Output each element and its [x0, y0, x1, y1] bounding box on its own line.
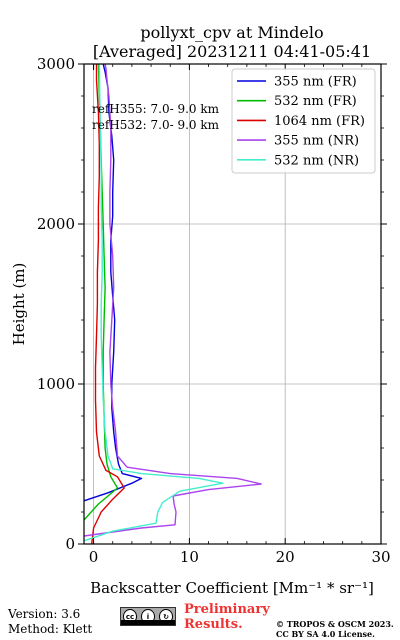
copyright-line-1: © TROPOS & OSCM 2023. [276, 619, 394, 629]
y-tick-label: 3000 [37, 55, 75, 73]
legend-label: 355 nm (FR) [274, 75, 357, 90]
backscatter-profile-chart: 0 10 20 30 0 1000 2000 3000 pollyxt_cpv at Minde… [10, 23, 391, 597]
reference-height-annotation: refH355: 7.0- 9.0 km [92, 102, 220, 116]
chart-title-line-1: pollyxt_cpv at Mindelo [140, 23, 323, 42]
cc-label-strip [121, 620, 175, 625]
legend-label: 532 nm (NR) [274, 153, 359, 168]
version-text: Version: 3.6 [8, 607, 81, 621]
series-line-3 [83, 63, 262, 537]
preliminary-line-1: Preliminary [184, 602, 270, 617]
x-tick-label: 0 [89, 548, 99, 566]
axes-frame [83, 63, 382, 545]
series-line-2 [91, 64, 125, 545]
chart-title-line-2: [Averaged] 20231211 04:41-05:41 [93, 42, 371, 61]
legend-box [231, 68, 376, 174]
y-tick-label: 2000 [37, 215, 75, 233]
footer-info: Version: 3.6 Method: Klett [8, 607, 92, 637]
legend-label: 532 nm (FR) [274, 94, 357, 109]
preliminary-line-2: Results. [184, 617, 243, 632]
copyright-line-2: CC BY SA 4.0 License. [276, 629, 375, 639]
method-text: Method: Klett [8, 622, 93, 636]
x-tick-label: 10 [180, 548, 199, 566]
legend-label: 1064 nm (FR) [274, 114, 365, 129]
preliminary-notice: Preliminary Results. [184, 602, 270, 632]
x-tick-label: 20 [276, 548, 295, 566]
series-line-4 [83, 63, 224, 542]
y-tick-label: 1000 [37, 375, 75, 393]
y-tick-label: 0 [65, 535, 75, 553]
y-axis-label: Height (m) [10, 263, 28, 346]
reference-height-annotation: refH532: 7.0- 9.0 km [92, 118, 220, 132]
legend-label: 355 nm (NR) [274, 134, 359, 149]
copyright-notice: © TROPOS & OSCM 2023. CC BY SA 4.0 Licen… [276, 619, 394, 639]
cc-license-badge: cc i ↻ [120, 607, 176, 626]
x-tick-label: 30 [371, 548, 390, 566]
x-axis-label: Backscatter Coefficient [Mm⁻¹ * sr⁻¹] [90, 579, 374, 597]
